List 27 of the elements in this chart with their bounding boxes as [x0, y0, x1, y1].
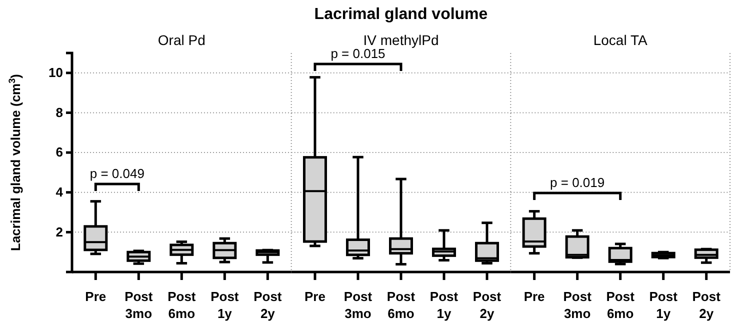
x-tick-label: Post 6mo	[386, 289, 416, 321]
x-tick-label: Post 6mo	[606, 289, 636, 321]
x-tick-label: Post 1y	[430, 289, 459, 321]
annotation: p = 0.019	[550, 175, 605, 190]
x-tick-label: Post 1y	[649, 289, 678, 321]
chart-subtitle: Oral Pd	[158, 32, 206, 48]
x-tick-label: Pre	[304, 289, 326, 304]
y-tick-label: 8	[56, 104, 63, 120]
y-tick-label: 10	[48, 65, 63, 80]
y-tick-label: 4	[56, 184, 64, 200]
x-tick-label: Post 2y	[472, 289, 502, 321]
x-tick-label: Post 3mo	[124, 289, 154, 321]
chart-subtitle: Local TA	[593, 32, 648, 48]
x-tick-label: Post 3mo	[563, 289, 592, 321]
x-tick-label: Post 2y	[254, 289, 282, 321]
chart-subtitle: IV methylPd	[363, 32, 439, 48]
x-tick-label: Post 1y	[210, 289, 240, 321]
x-tick-label: Post 6mo	[168, 289, 196, 321]
x-tick-label: Post 2y	[692, 289, 722, 321]
annotation: p = 0.049	[90, 166, 144, 181]
x-tick-label: Pre	[85, 289, 106, 304]
annotation: p = 0.015	[330, 46, 386, 61]
x-tick-label: Pre	[524, 289, 545, 304]
x-tick-label: Post 3mo	[344, 289, 373, 321]
y-tick-label: 6	[56, 144, 63, 160]
chart-title: Lacrimal gland volume	[314, 6, 488, 23]
y-tick-label: 2	[56, 224, 63, 240]
